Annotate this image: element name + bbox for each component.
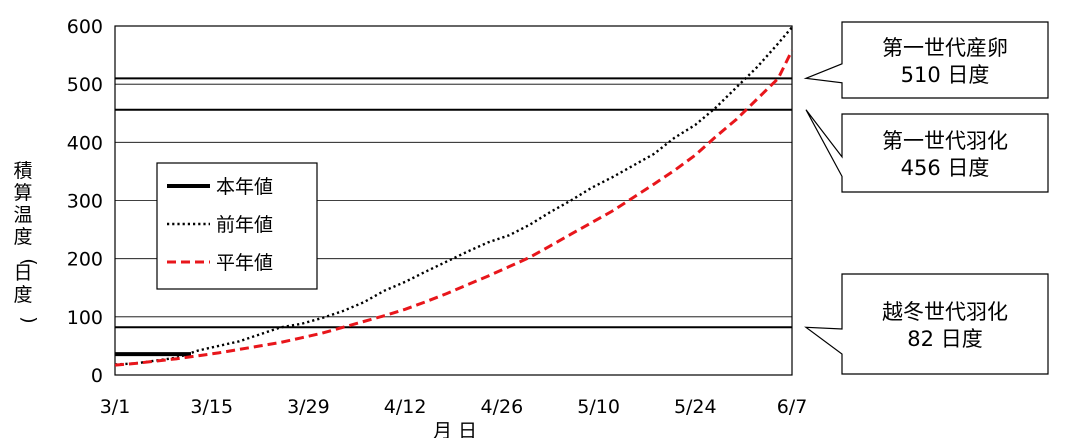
legend-label: 平年値	[216, 252, 273, 274]
y-tick-label: 0	[91, 365, 103, 387]
x-tick-label: 3/29	[287, 396, 330, 418]
x-tick-label: 4/12	[384, 396, 427, 418]
y-tick-label: 100	[67, 307, 103, 329]
series-line	[114, 26, 793, 366]
callout-value: 510 日度	[901, 63, 990, 87]
y-tick-label: 200	[67, 249, 103, 271]
callout-box	[803, 21, 1049, 99]
y-tick-label: 500	[67, 74, 103, 96]
callout-value: 456 日度	[901, 156, 990, 180]
y-axis-label-char: 温	[13, 204, 32, 226]
x-tick-label: 4/26	[481, 396, 524, 418]
x-tick-label: 5/10	[577, 396, 620, 418]
series-group	[114, 26, 794, 367]
y-tick-labels: 0 100 200 300 400 500 600	[67, 16, 103, 387]
y-tick-label: 300	[67, 191, 103, 213]
x-tick-labels: 3/1 3/15 3/29 4/12 4/26 5/10 5/24 6/7	[100, 396, 808, 418]
reference-lines	[115, 77, 792, 329]
y-axis-label-char: 積	[13, 160, 32, 182]
y-axis-label-char: 算	[13, 182, 32, 204]
legend-label: 本年値	[216, 176, 273, 198]
y-axis-label-char: )	[18, 316, 40, 323]
x-tick-label: 5/24	[674, 396, 717, 418]
y-tick-label: 600	[67, 16, 103, 38]
y-axis-label-char: 度	[13, 284, 32, 306]
callout-title: 第一世代羽化	[882, 129, 1008, 153]
series-line	[114, 49, 794, 367]
callout-value: 82 日度	[907, 327, 982, 351]
legend-label: 前年値	[216, 214, 273, 236]
callout-box	[805, 109, 1049, 193]
callout-title: 第一世代産卵	[882, 36, 1008, 60]
y-tick-label: 400	[67, 132, 103, 154]
x-tick-label: 6/7	[777, 396, 808, 418]
y-axis-label-char: 度	[13, 226, 32, 248]
callout-title: 越冬世代羽化	[882, 300, 1008, 324]
plot-area	[114, 25, 793, 376]
callout-box	[804, 273, 1049, 375]
y-axis-label-char: (	[18, 258, 40, 265]
x-tick-label: 3/1	[100, 396, 131, 418]
y-axis-label-char: 日	[13, 262, 32, 284]
x-tick-label: 3/15	[190, 396, 233, 418]
x-axis-label: 月 日	[433, 420, 477, 438]
